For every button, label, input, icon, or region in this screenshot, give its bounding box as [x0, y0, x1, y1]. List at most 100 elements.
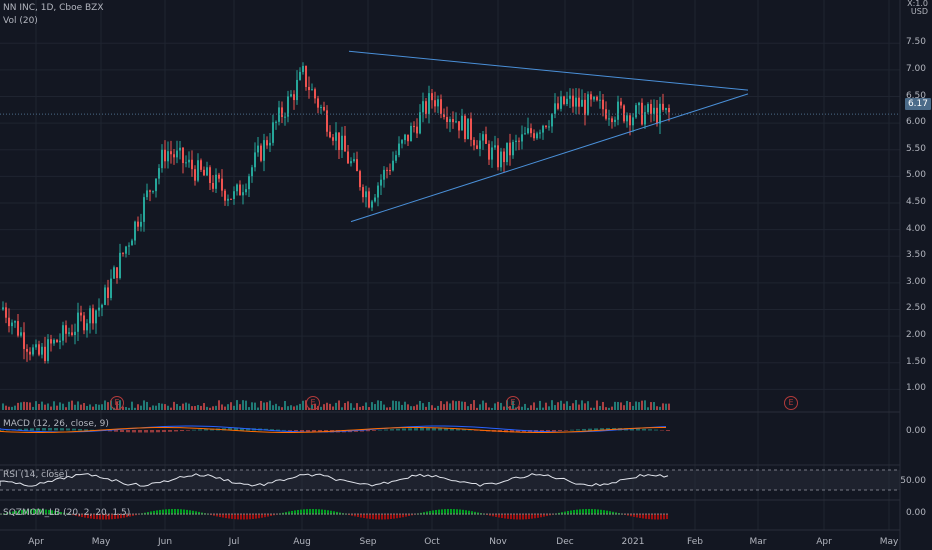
candle-body [665, 108, 667, 110]
sqzmom-dot [348, 513, 350, 515]
candle-body [95, 310, 97, 324]
sqzmom-bar [360, 514, 362, 518]
volume-bar [260, 400, 262, 410]
sqzmom-bar [372, 514, 374, 520]
volume-bar [224, 406, 226, 410]
volume-bar [341, 407, 343, 410]
candle-body [554, 103, 556, 114]
macd-histogram-bar [156, 430, 160, 433]
earnings-marker[interactable]: E [306, 396, 320, 410]
volume-bar [272, 405, 274, 410]
sqzmom-dot [552, 513, 554, 515]
candle-body [92, 308, 94, 324]
volume-bar [326, 402, 328, 410]
volume-bar [416, 404, 418, 410]
volume-bar [650, 402, 652, 410]
candle-body [341, 135, 343, 151]
candle-body [101, 304, 103, 308]
candle-body [536, 133, 538, 139]
volume-bar [173, 401, 175, 410]
candle-body [329, 131, 331, 138]
symbol-title: NN INC, 1D, Cboe BZX [3, 3, 104, 13]
candle-body [89, 308, 91, 324]
sqzmom-bar [195, 511, 197, 515]
sqzmom-bar [330, 510, 332, 515]
candle-body [608, 118, 610, 120]
macd-histogram-bar [642, 428, 646, 431]
candle-body [446, 117, 448, 122]
candle-body [98, 307, 100, 311]
candle-body [362, 187, 364, 198]
macd-histogram-bar [630, 428, 634, 431]
volume-bar [608, 407, 610, 410]
sqzmom-bar [300, 509, 302, 515]
volume-bar [401, 404, 403, 410]
macd-histogram-bar [210, 428, 214, 431]
sqzmom-dot [111, 513, 113, 515]
sqzmom-dot [456, 513, 458, 515]
volume-bar [338, 400, 340, 410]
earnings-marker[interactable]: E [110, 396, 124, 410]
sqzmom-dot [363, 513, 365, 515]
sqzmom-bar [240, 514, 242, 520]
sqzmom-dot [435, 513, 437, 515]
volume-bar [374, 404, 376, 410]
sqzmom-bar [156, 510, 158, 515]
earnings-marker[interactable]: E [506, 396, 520, 410]
candle-body [401, 140, 403, 144]
sqzmom-dot [531, 513, 533, 515]
volume-bar [131, 401, 133, 410]
volume-bar [494, 403, 496, 410]
volume-bar [161, 403, 163, 410]
macd-histogram-bar [18, 428, 22, 431]
volume-bar [653, 402, 655, 410]
volume-bar [215, 405, 217, 410]
sqzmom-bar [15, 510, 17, 515]
volume-bar [302, 400, 304, 410]
volume-bar [395, 401, 397, 410]
sqzmom-dot [369, 513, 371, 515]
volume-bar [233, 405, 235, 410]
volume-bar [329, 403, 331, 410]
volume-bar [122, 406, 124, 410]
volume-bar [59, 402, 61, 410]
macd-histogram-bar [372, 430, 376, 431]
volume-bar [143, 400, 145, 410]
macd-histogram-bar [108, 430, 112, 432]
macd-histogram-bar [180, 430, 184, 432]
sqzmom-bar [567, 511, 569, 515]
sqzmom-dot [381, 513, 383, 515]
volume-bar [581, 400, 583, 410]
sqzmom-bar [468, 510, 470, 515]
candle-body [83, 315, 85, 331]
sqzmom-bar [180, 509, 182, 515]
volume-bar [578, 404, 580, 410]
sqzmom-dot [273, 513, 275, 515]
sqzmom-dot [420, 513, 422, 515]
sqzmom-dot [117, 513, 119, 515]
sqzmom-dot [360, 513, 362, 515]
candle-body [263, 140, 265, 161]
earnings-marker[interactable]: E [784, 396, 798, 410]
x-tick-label: Jun [157, 537, 173, 547]
candle-body [371, 201, 373, 208]
candle-body [533, 133, 535, 139]
volume-bar [296, 405, 298, 410]
candle-body [296, 79, 298, 101]
sqzmom-dot [174, 513, 176, 515]
macd-histogram-bar [72, 428, 76, 431]
volume-bar [470, 403, 472, 410]
sqzmom-bar [489, 514, 491, 516]
volume-bar [104, 400, 106, 410]
sqzmom-dot [411, 513, 413, 515]
candle-body [137, 221, 139, 227]
macd-histogram-bar [438, 428, 442, 431]
volume-bar [335, 402, 337, 410]
sqzmom-dot [474, 513, 476, 515]
candle-body [77, 312, 79, 332]
volume-bar [596, 400, 598, 410]
sqzmom-bar [120, 514, 122, 519]
sqzmom-dot [405, 513, 407, 515]
macd-histogram-bar [288, 430, 292, 431]
macd-histogram-bar [468, 429, 472, 431]
